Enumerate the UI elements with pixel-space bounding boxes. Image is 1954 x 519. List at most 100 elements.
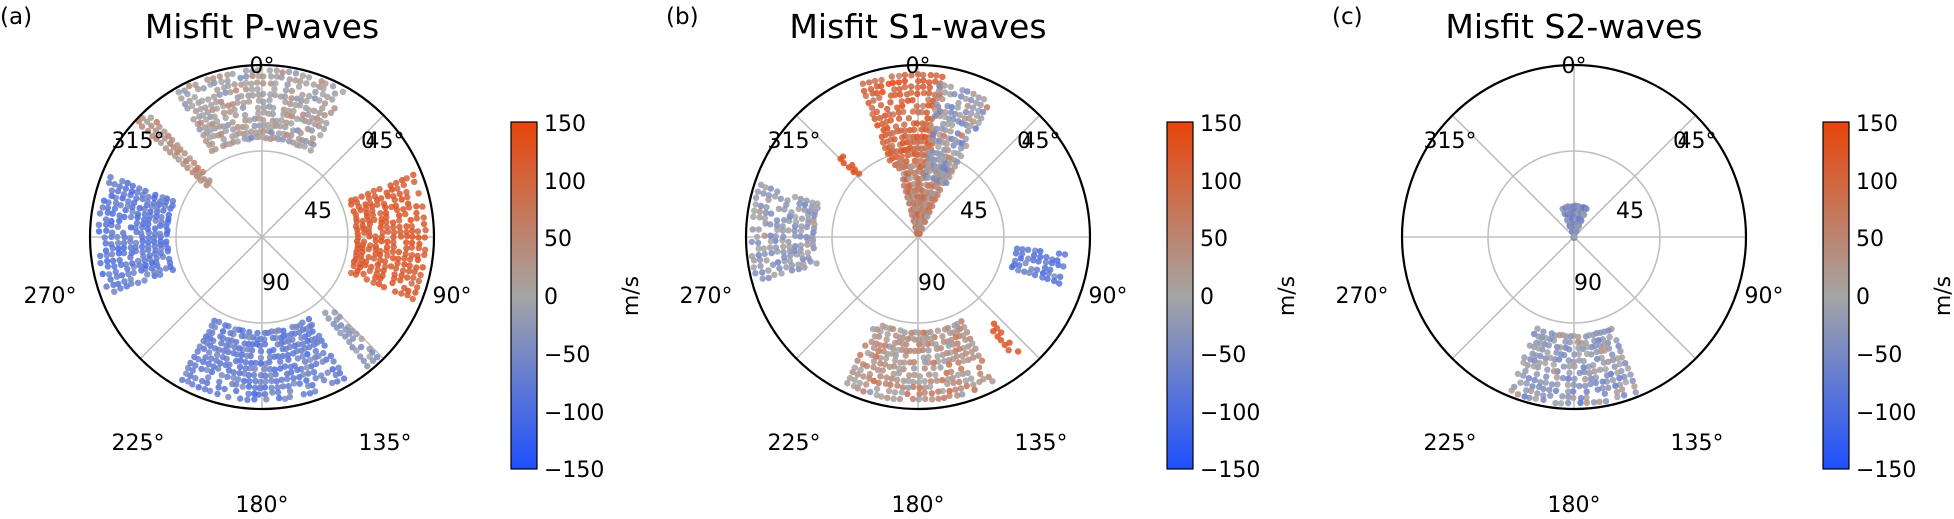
panel-a-point	[306, 356, 314, 363]
panel-a-point	[260, 117, 267, 124]
panel-b-point	[957, 385, 965, 392]
panel-c-point	[1593, 348, 1600, 356]
panel-b-point	[765, 192, 773, 199]
panel-a-point	[286, 76, 293, 83]
panel-b-point	[888, 73, 895, 80]
panel-c-point	[1615, 342, 1622, 350]
panel-b-point	[880, 348, 887, 355]
panel-b-point	[909, 162, 917, 169]
panel-a-point	[156, 123, 163, 130]
panel-a-point	[364, 362, 371, 370]
panel-a-point	[279, 69, 286, 76]
panel-b-theta-label-135: 135°	[1015, 431, 1068, 456]
panel-b-point	[946, 387, 953, 395]
panel-a-point	[218, 340, 225, 347]
panel-c-point	[1552, 399, 1559, 407]
panel-b-point	[855, 170, 863, 177]
panel-a-point	[321, 342, 328, 349]
panel-b-point	[975, 352, 982, 359]
panel-c-point	[1535, 383, 1543, 390]
panel-a-point	[277, 123, 284, 130]
panel-c-point	[1525, 375, 1533, 382]
panel-c-point	[1534, 390, 1541, 397]
panel-a-point	[196, 126, 203, 133]
panel-b-point	[920, 71, 927, 79]
panel-a-point	[302, 137, 310, 145]
panel-c-point	[1548, 381, 1556, 388]
panel-a-point	[394, 185, 401, 192]
panel-b-point	[948, 104, 956, 111]
panel-a-point	[286, 387, 294, 395]
panel-a-point	[216, 73, 223, 80]
panel-a-point	[358, 193, 365, 200]
panel-a-point	[293, 115, 301, 123]
panel-a-point	[266, 365, 274, 373]
panel-a-point	[254, 86, 261, 93]
panel-b-point	[870, 363, 877, 371]
panel-c-point	[1529, 350, 1536, 357]
panel-a-point	[419, 203, 426, 210]
panel-b-point	[933, 72, 940, 79]
panel-a-point	[287, 363, 295, 370]
panel-a-label: (a)	[0, 4, 32, 30]
panel-a-point	[208, 355, 215, 362]
panel-a-point	[222, 114, 229, 122]
panel-a-point	[331, 90, 339, 97]
panel-b-point	[1042, 259, 1050, 266]
panel-a-point	[310, 81, 317, 88]
panel-b-point	[1019, 246, 1026, 253]
panel-b-point	[945, 342, 952, 349]
panel-c-point	[1570, 381, 1578, 388]
panel-b-point	[960, 357, 967, 364]
panel-b-point	[915, 396, 923, 403]
panel-c-point	[1605, 384, 1612, 391]
panel-a-point	[151, 225, 159, 232]
panel-b-point	[748, 238, 755, 246]
panel-b-point	[1056, 280, 1063, 287]
panel-b-point	[874, 122, 881, 129]
panel-b-point	[895, 365, 903, 372]
panel-a-point	[288, 132, 295, 139]
panel-a-point	[330, 358, 337, 365]
panel-a-point	[327, 109, 335, 117]
panel-a-point	[134, 279, 142, 286]
panel-a-point	[222, 361, 229, 369]
panel-a-point	[309, 115, 316, 122]
panel-a-point	[259, 90, 267, 98]
panel-a-point	[329, 96, 336, 103]
panel-a-point	[109, 229, 116, 236]
panel-c-point	[1620, 392, 1628, 399]
panel-b-point	[946, 173, 953, 180]
panel-a-point	[415, 244, 422, 252]
panel-a-point	[404, 274, 411, 281]
panel-b-theta-label-45: 45°	[1022, 129, 1061, 154]
panel-c-point	[1540, 396, 1547, 404]
panel-a-point	[103, 283, 110, 290]
panel-a-point	[308, 127, 315, 134]
panel-a-point	[312, 347, 319, 355]
panel-a-point	[153, 118, 160, 126]
panel-a-point	[116, 183, 124, 190]
panel-b-point	[877, 360, 884, 367]
panel-a-point	[260, 80, 267, 87]
panel-b-point	[939, 73, 946, 81]
panel-a-theta-label-0: 0°	[250, 54, 275, 79]
panel-b-point	[898, 98, 905, 105]
panel-a-point	[346, 338, 353, 345]
panel-a-point	[114, 223, 122, 230]
panel-a-point	[317, 132, 324, 139]
panel-a-point	[285, 107, 292, 115]
panel-a-point	[383, 247, 390, 255]
panel-b-point	[874, 366, 882, 374]
panel-b-point	[916, 390, 923, 398]
panel-a-point	[310, 107, 318, 115]
panel-a-point	[224, 77, 231, 85]
panel-a-point	[224, 336, 232, 344]
panel-a-point	[252, 377, 259, 385]
panel-b-point	[849, 161, 856, 169]
panel-a-point	[403, 175, 410, 182]
panel-a-point	[97, 259, 104, 267]
panel-b-point	[913, 103, 920, 110]
panel-b-point	[774, 188, 781, 195]
panel-a-point	[263, 396, 270, 403]
